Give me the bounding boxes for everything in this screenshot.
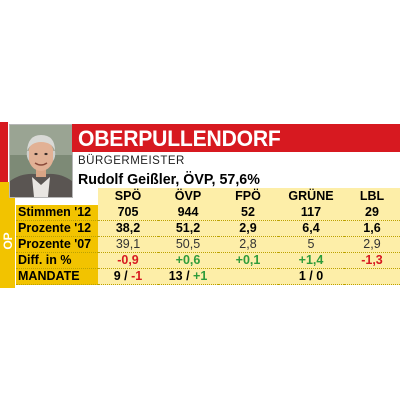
side-accent-strip-yellow (0, 182, 15, 288)
table-cell: 2,9 (344, 236, 400, 253)
table-cell: 50,5 (158, 236, 218, 253)
table-header-row: SPÖ ÖVP FPÖ GRÜNE LBL (16, 188, 400, 205)
row-label: Diff. in % (16, 252, 98, 269)
table-row: Diff. in % -0,9 +0,6 +0,1 +1,4 -1,3 (16, 252, 400, 269)
municipality-title: OBERPULLENDORF (78, 126, 281, 151)
table-cell: 1,6 (344, 220, 400, 237)
party-header: ÖVP (158, 188, 218, 205)
table-row: Stimmen '12 705 944 52 117 29 (16, 205, 400, 221)
mandate-cell (344, 268, 400, 285)
table-cell: 52 (218, 205, 278, 221)
table-cell: 705 (98, 205, 158, 221)
party-header: FPÖ (218, 188, 278, 205)
mayor-role-label: BÜRGERMEISTER (78, 155, 185, 167)
table-cell: 29 (344, 205, 400, 221)
table-row: Prozente '07 39,1 50,5 2,8 5 2,9 (16, 236, 400, 253)
header-blank (16, 188, 98, 205)
table-cell: 38,2 (98, 220, 158, 237)
row-label: MANDATE (16, 268, 98, 285)
party-header: LBL (344, 188, 400, 205)
mandate-diff-negative: -1 (131, 269, 143, 283)
table-cell: 944 (158, 205, 218, 221)
table-cell: 117 (278, 205, 344, 221)
row-label: Stimmen '12 (16, 205, 98, 221)
table-cell: 5 (278, 236, 344, 253)
table-cell: 6,4 (278, 220, 344, 237)
table-row-mandate: MANDATE 9 / -1 13 / +1 1 / 0 (16, 268, 400, 285)
diff-cell-positive: +0,6 (158, 252, 218, 269)
mandate-separator: / (124, 269, 128, 283)
mandate-cell: 9 / -1 (98, 268, 158, 285)
mayor-name: Rudolf Geißler, ÖVP, 57,6% (78, 171, 260, 188)
diff-cell-positive: +1,4 (278, 252, 344, 269)
diff-cell-negative: -0,9 (98, 252, 158, 269)
mayor-portrait (9, 124, 73, 198)
mandate-count: 13 (168, 269, 183, 283)
party-header: GRÜNE (278, 188, 344, 205)
mandate-diff-positive: +1 (193, 269, 208, 283)
mandate-cell: 13 / +1 (158, 268, 218, 285)
mandate-count: 9 (113, 269, 121, 283)
party-header: SPÖ (98, 188, 158, 205)
election-result-card: OP OBERPULLENDORF BÜRGERMEISTER Rudolf G… (0, 122, 400, 288)
table-row: Prozente '12 38,2 51,2 2,9 6,4 1,6 (16, 220, 400, 237)
mandate-cell (218, 268, 278, 285)
table-cell: 2,9 (218, 220, 278, 237)
diff-cell-positive: +0,1 (218, 252, 278, 269)
mandate-cell: 1 / 0 (278, 268, 344, 285)
results-table: SPÖ ÖVP FPÖ GRÜNE LBL Stimmen '12 705 94… (16, 188, 400, 285)
row-label: Prozente '12 (16, 220, 98, 237)
title-bar: OBERPULLENDORF (72, 124, 400, 152)
mandate-separator: / (186, 269, 190, 283)
table-cell: 51,2 (158, 220, 218, 237)
table-cell: 39,1 (98, 236, 158, 253)
table-cell: 2,8 (218, 236, 278, 253)
side-region-label: OP (1, 232, 15, 250)
diff-cell-negative: -1,3 (344, 252, 400, 269)
row-label: Prozente '07 (16, 236, 98, 253)
